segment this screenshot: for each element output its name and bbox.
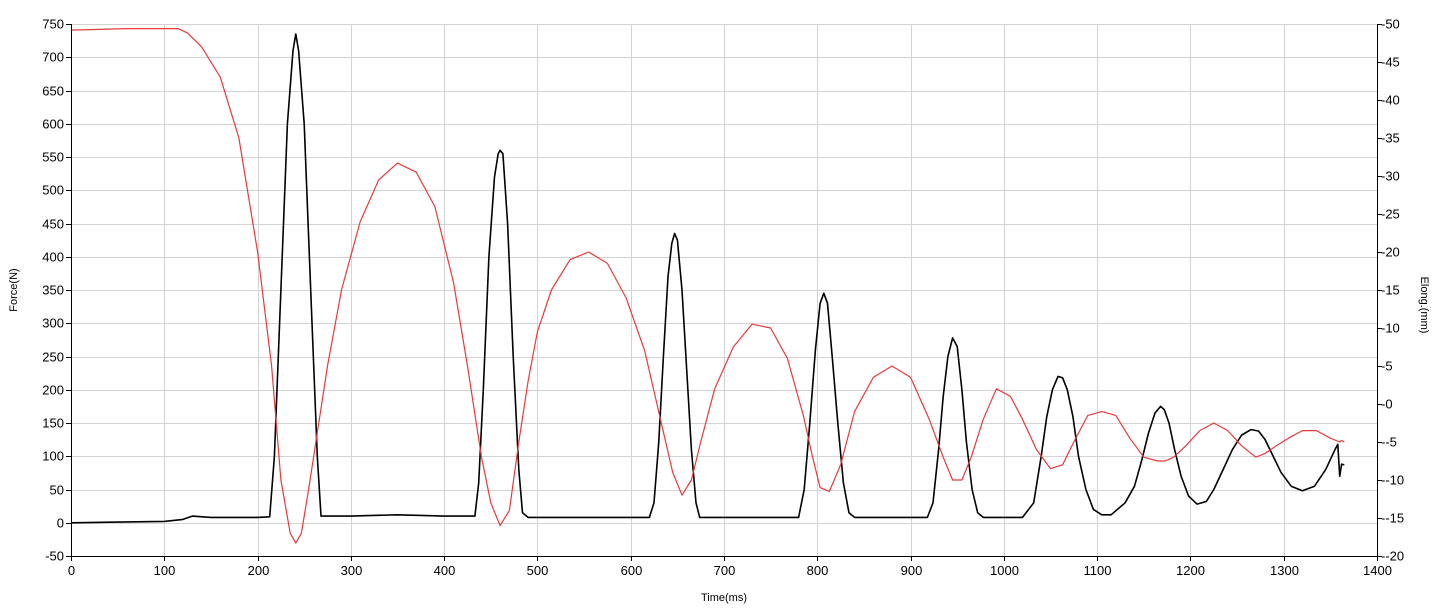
y-tick-label: 300	[42, 316, 64, 331]
y-tick-label: 200	[42, 383, 64, 398]
x-tick-label: 700	[714, 563, 736, 578]
y-tick-label: 600	[42, 117, 64, 132]
x-tick-label: 0	[68, 563, 75, 578]
y2-tick-label: -50	[1381, 17, 1400, 32]
y2-tick-label: -30	[1381, 169, 1400, 184]
y-axis-left-title: Force(N)	[8, 268, 20, 311]
x-tick-label: 300	[341, 563, 363, 578]
y-tick-label: 550	[42, 150, 64, 165]
y-tick-label: 350	[42, 283, 64, 298]
x-tick-label: 1300	[1270, 563, 1299, 578]
x-tick-label: 800	[807, 563, 829, 578]
x-tick-label: 1000	[990, 563, 1019, 578]
y2-tick-label: --15	[1381, 511, 1404, 526]
y-tick-label: -50	[45, 549, 64, 564]
y-tick-label: 400	[42, 250, 64, 265]
x-tick-label: 400	[434, 563, 456, 578]
y2-tick-label: -15	[1381, 283, 1400, 298]
tick-labels: 0 100 200 300 400 500 600 700 800 900 1000 1100 1200…	[42, 17, 1404, 579]
y2-tick-label: --5	[1381, 435, 1397, 450]
y-tick-label: 100	[42, 449, 64, 464]
y2-tick-label: -40	[1381, 93, 1400, 108]
y-tick-label: 0	[57, 516, 64, 531]
force-series-line	[70, 33, 1345, 524]
elongation-series-line	[70, 28, 1345, 544]
y-tick-label: 250	[42, 350, 64, 365]
x-tick-label: 1200	[1176, 563, 1205, 578]
x-tick-label: 200	[248, 563, 270, 578]
x-tick-label: 900	[901, 563, 923, 578]
y2-tick-label: -20	[1381, 245, 1400, 260]
y2-tick-label: -5	[1381, 359, 1393, 374]
y-tick-label: 500	[42, 183, 64, 198]
y2-tick-label: -45	[1381, 55, 1400, 70]
y-tick-label: 450	[42, 217, 64, 232]
y2-tick-label: -35	[1381, 131, 1400, 146]
axes	[66, 24, 1382, 561]
x-axis-title: Time(ms)	[701, 592, 747, 604]
y-tick-label: 750	[42, 17, 64, 32]
gridlines	[71, 24, 1378, 557]
y-tick-label: 150	[42, 416, 64, 431]
x-tick-label: 100	[154, 563, 176, 578]
x-tick-label: 500	[527, 563, 549, 578]
y-tick-label: 700	[42, 50, 64, 65]
plot-series	[70, 28, 1345, 544]
y-axis-right-title: Elong.(mm)	[1418, 277, 1430, 334]
y2-tick-label: --10	[1381, 473, 1404, 488]
y-tick-label: 50	[50, 483, 64, 498]
x-tick-label: 600	[621, 563, 643, 578]
y-tick-label: 650	[42, 84, 64, 99]
y2-tick-label: -10	[1381, 321, 1400, 336]
y2-tick-label: -25	[1381, 207, 1400, 222]
x-tick-label: 1100	[1084, 563, 1112, 578]
y2-tick-label: -0	[1381, 397, 1393, 412]
y2-tick-label: --20	[1381, 549, 1404, 564]
x-tick-label: 1400	[1363, 563, 1392, 578]
